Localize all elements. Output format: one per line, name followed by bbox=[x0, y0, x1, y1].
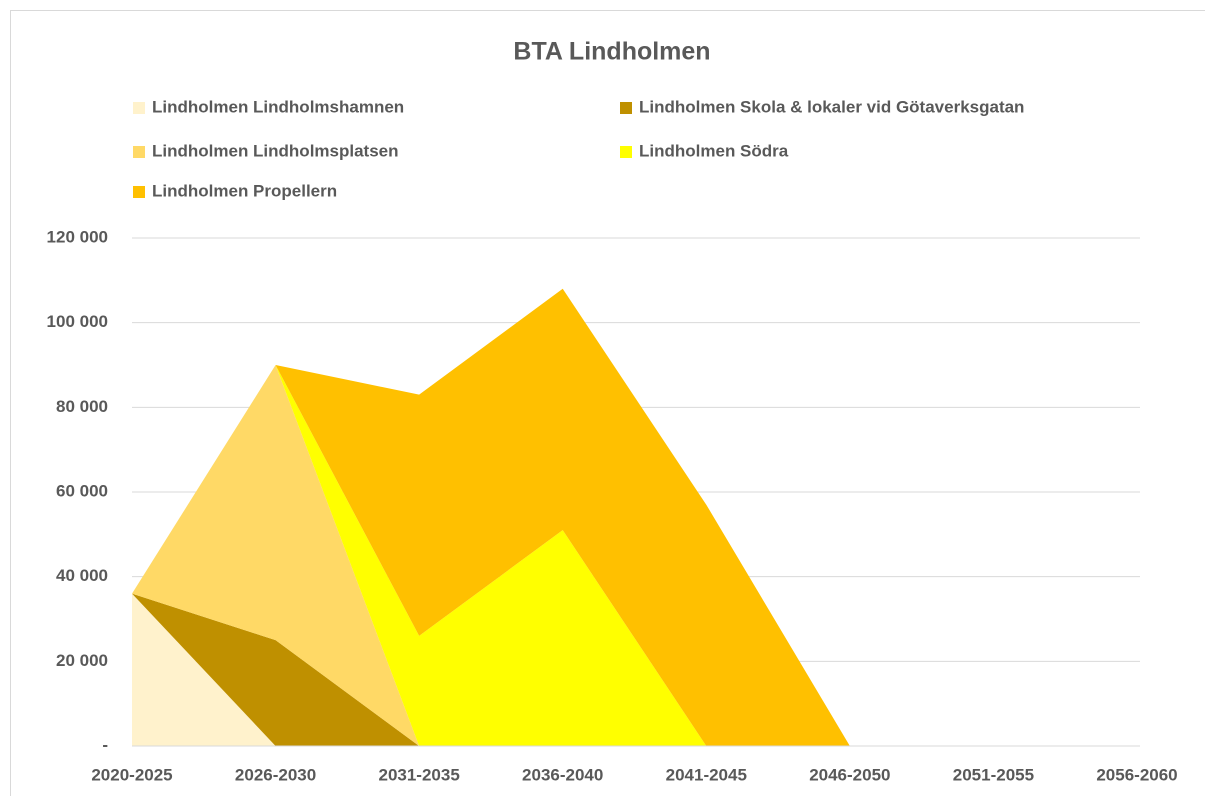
x-tick-label: 2046-2050 bbox=[809, 765, 890, 784]
chart-title: BTA Lindholmen bbox=[513, 38, 710, 66]
y-tick-label: 80 000 bbox=[56, 397, 108, 416]
legend-swatch bbox=[620, 102, 632, 114]
y-tick-label: 100 000 bbox=[47, 312, 108, 331]
x-tick-label: 2036-2040 bbox=[522, 765, 603, 784]
area bbox=[132, 365, 1137, 746]
legend-label: Lindholmen Södra bbox=[639, 141, 789, 160]
y-tick-label: - bbox=[102, 735, 108, 754]
x-tick-label: 2056-2060 bbox=[1096, 765, 1177, 784]
legend-swatch bbox=[620, 146, 632, 158]
x-tick-label: 2020-2025 bbox=[91, 765, 172, 784]
x-tick-label: 2041-2045 bbox=[666, 765, 747, 784]
legend-swatch bbox=[133, 146, 145, 158]
y-tick-label: 20 000 bbox=[56, 651, 108, 670]
area bbox=[132, 593, 1137, 746]
x-tick-label: 2026-2030 bbox=[235, 765, 316, 784]
legend-label: Lindholmen Propellern bbox=[152, 181, 337, 200]
legend-label: Lindholmen Skola & lokaler vid Götaverks… bbox=[639, 97, 1024, 116]
legend-swatch bbox=[133, 186, 145, 198]
area bbox=[132, 288, 1137, 746]
x-tick-label: 2051-2055 bbox=[953, 765, 1034, 784]
legend-label: Lindholmen Lindholmsplatsen bbox=[152, 141, 399, 160]
y-tick-label: 40 000 bbox=[56, 566, 108, 585]
y-tick-label: 60 000 bbox=[56, 481, 108, 500]
y-tick-label: 120 000 bbox=[47, 227, 108, 246]
legend-swatch bbox=[133, 102, 145, 114]
x-tick-label: 2031-2035 bbox=[378, 765, 459, 784]
legend-label: Lindholmen Lindholmshamnen bbox=[152, 97, 404, 116]
